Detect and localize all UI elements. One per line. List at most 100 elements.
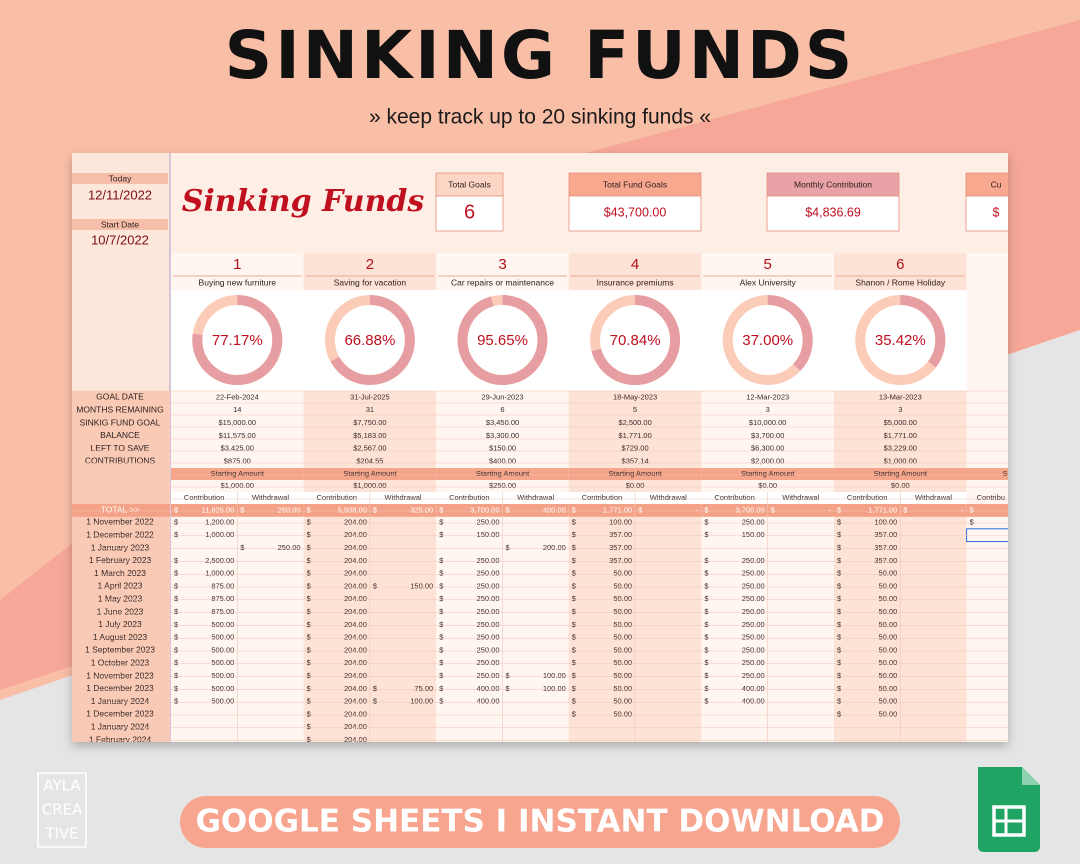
cell-amount: 1,000.00	[205, 569, 234, 578]
donut-progress	[590, 295, 681, 385]
fund-number: 5	[764, 256, 772, 273]
total-currency: $	[771, 505, 776, 514]
contribution-header: Contribution	[582, 493, 622, 502]
cell-amount: 50.00	[613, 645, 632, 654]
starting-label-cell	[701, 468, 834, 480]
cell-amount: 204.00	[344, 697, 367, 706]
fund-number: 3	[498, 256, 506, 273]
cell-amount: 875.00	[211, 607, 234, 616]
cell-amount: 400.00	[477, 684, 500, 693]
cell-amount: 50.00	[879, 607, 898, 616]
cell-currency: $	[174, 594, 179, 603]
fund-info: $729.00	[622, 444, 649, 453]
total-contribution: 5,508.00	[338, 505, 367, 514]
cell-currency: $	[174, 645, 179, 654]
starting-label: Starting Amount	[741, 469, 795, 478]
cell-currency: $	[572, 517, 577, 526]
cell-currency: $	[837, 645, 842, 654]
fund-info: $2,567.00	[353, 444, 386, 453]
starting-label-cell	[171, 468, 304, 480]
cell-currency: $	[174, 697, 179, 706]
cell-amount: 250.00	[742, 658, 765, 667]
cell-amount: 250.00	[742, 556, 765, 565]
cell-currency: $	[307, 671, 312, 680]
total-cell	[966, 504, 1008, 517]
cell-currency: $	[174, 671, 179, 680]
cell-amount: 50.00	[879, 594, 898, 603]
cell-amount: 204.00	[344, 633, 367, 642]
cell-amount: 50.00	[879, 658, 898, 667]
fund-info: $400.00	[489, 456, 516, 465]
fund-info: $150.00	[489, 444, 516, 453]
cell-currency: $	[704, 645, 709, 654]
cell-currency: $	[837, 697, 842, 706]
cell-currency: $	[837, 658, 842, 667]
cell-currency: $	[307, 735, 312, 744]
summary-label: Total Fund Goals	[603, 179, 667, 189]
starting-amount: $0.00	[626, 481, 645, 490]
start-value: 10/7/2022	[91, 232, 149, 247]
total-currency: $	[240, 505, 245, 514]
fund-info: $10,000.00	[749, 418, 787, 427]
starting-label: Starting Amount	[211, 469, 265, 478]
cell-amount: 204.00	[344, 684, 367, 693]
fund-info: $5,000.00	[884, 418, 917, 427]
donut-progress	[722, 295, 813, 385]
summary-value-cell	[435, 195, 504, 232]
cell-currency: $	[439, 556, 444, 565]
fund-info: $1,771.00	[618, 431, 651, 440]
donut-progress	[324, 295, 415, 385]
cell-amount: 400.00	[477, 697, 500, 706]
cell-currency: $	[307, 594, 312, 603]
cell-amount: 100.00	[609, 517, 632, 526]
cell-amount: 150.00	[742, 530, 765, 539]
cell-amount: 204.00	[344, 530, 367, 539]
cell-currency: $	[307, 684, 312, 693]
brand-frame	[37, 772, 87, 848]
cell-currency: $	[837, 569, 842, 578]
cell-amount: 50.00	[879, 569, 898, 578]
cell-currency: $	[439, 684, 444, 693]
withdrawal-header: Withdrawal	[252, 493, 289, 502]
cell-currency: $	[439, 530, 444, 539]
fund-name: Alex University	[740, 277, 797, 287]
cell-currency: $	[837, 530, 842, 539]
fund-info: $1,771.00	[884, 431, 917, 440]
cell-amount: 50.00	[613, 620, 632, 629]
cell-amount: 204.00	[344, 543, 367, 552]
download-button[interactable]	[180, 796, 900, 848]
cell-currency: $	[704, 530, 709, 539]
cell-amount: 250.00	[742, 517, 765, 526]
brand-logo: AYLA CREA TIVE	[37, 772, 87, 848]
total-currency: $	[373, 505, 378, 514]
cell-currency: $	[439, 594, 444, 603]
contribution-header: Contribu	[977, 493, 1005, 502]
cell-currency: $	[307, 581, 312, 590]
cell-amount: 50.00	[879, 620, 898, 629]
cell-amount: 204.00	[344, 671, 367, 680]
cell-currency: $	[174, 517, 179, 526]
fund-number: 1	[233, 256, 241, 273]
cell-amount: 204.00	[344, 569, 367, 578]
cell-amount: 250.00	[477, 671, 500, 680]
cell-amount: 50.00	[613, 684, 632, 693]
fund-info: $357.14	[622, 456, 649, 465]
cell-amount: 250.00	[477, 556, 500, 565]
cell-amount: 357.00	[609, 543, 632, 552]
today-label: Today	[109, 173, 132, 183]
contribution-header: Contribution	[847, 493, 887, 502]
cell-amount: 250.00	[477, 607, 500, 616]
summary-value-cell	[965, 195, 1008, 232]
date-label: 1 June 2023	[97, 606, 144, 616]
date-label: 1 August 2023	[93, 632, 148, 642]
cell-currency: $	[174, 620, 179, 629]
cell-amount: 250.00	[742, 671, 765, 680]
total-withdrawal: 325.00	[410, 505, 433, 514]
fund-info: $875.00	[224, 456, 251, 465]
cell-amount: 357.00	[874, 556, 897, 565]
fund-info: 5	[633, 405, 637, 414]
donut-label: 35.42%	[875, 332, 926, 349]
summary-value: $43,700.00	[604, 205, 667, 219]
cell-currency: $	[837, 709, 842, 718]
